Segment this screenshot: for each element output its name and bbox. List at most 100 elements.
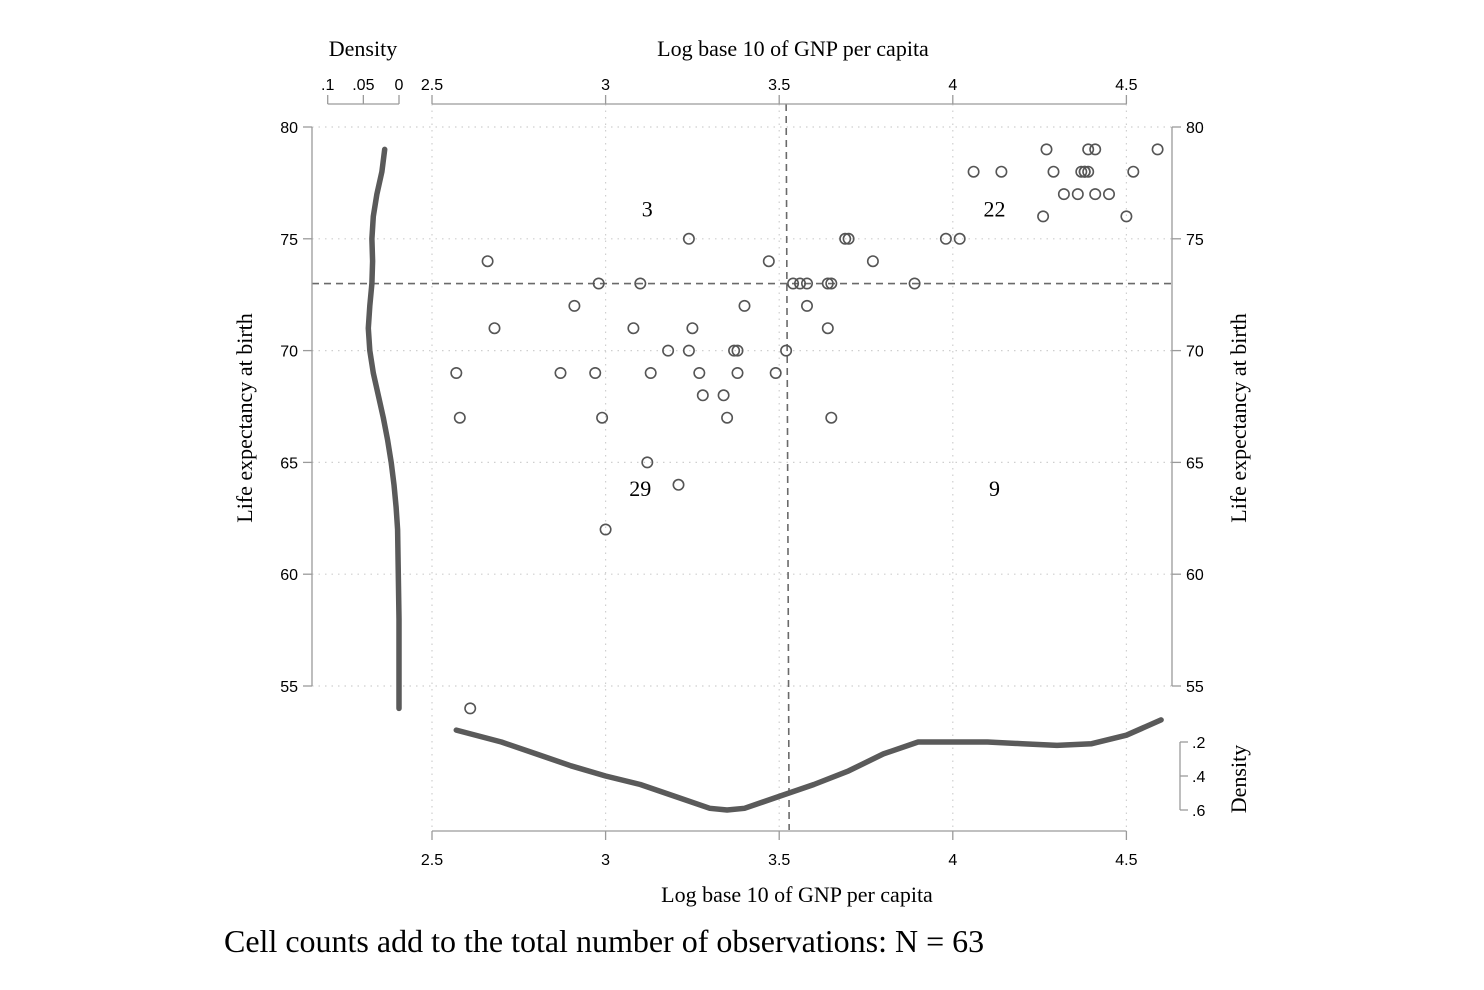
data-point — [995, 165, 1008, 178]
axes-layer: 2.5 3 3.5 4 4.5 2.5 3 3.5 4 4.5 .1 .05 0 55 60 65 70 75 80… — [280, 77, 1205, 869]
data-point — [589, 366, 602, 379]
top-x-tick-label: 4 — [948, 77, 957, 94]
density-curves — [365, 146, 1164, 813]
left-y-tick-label: 70 — [280, 344, 298, 361]
data-point — [453, 411, 466, 424]
data-point — [939, 232, 952, 245]
data-point — [682, 232, 695, 245]
data-point — [1082, 143, 1095, 156]
data-point — [693, 366, 706, 379]
data-point — [866, 255, 879, 268]
data-point — [450, 366, 463, 379]
left-y-tick-label: 60 — [280, 567, 298, 584]
data-point — [662, 344, 675, 357]
labels-layer: Density Log base 10 of GNP per capita Lo… — [224, 36, 1251, 959]
data-point — [1120, 210, 1133, 223]
data-point — [672, 478, 685, 491]
data-point — [793, 277, 806, 290]
top-axis-title: Log base 10 of GNP per capita — [657, 36, 929, 61]
data-point — [762, 255, 775, 268]
right-density-title: Density — [1226, 745, 1251, 813]
right-y-tick-label: 65 — [1186, 455, 1204, 472]
bottom-x-tick-label: 3 — [601, 852, 610, 869]
top-density-tick-label: .05 — [352, 77, 374, 94]
data-point — [1089, 188, 1102, 201]
data-point — [731, 366, 744, 379]
caption: Cell counts add to the total number of o… — [224, 923, 984, 959]
data-point — [1057, 188, 1070, 201]
data-point — [1103, 188, 1116, 201]
data-point — [682, 344, 695, 357]
data-point — [568, 299, 581, 312]
data-point — [481, 255, 494, 268]
data-point — [1071, 188, 1084, 201]
top-x-tick-label: 4.5 — [1115, 77, 1137, 94]
data-point — [464, 702, 477, 715]
top-density-tick-label: 0 — [395, 77, 404, 94]
data-points — [450, 143, 1164, 715]
data-point — [825, 411, 838, 424]
bottom-x-tick-label: 4 — [948, 852, 957, 869]
top-x-tick-label: 3 — [601, 77, 610, 94]
data-point — [686, 322, 699, 335]
data-point — [967, 165, 980, 178]
x-marginal-density-curve — [453, 717, 1164, 813]
data-point — [1078, 165, 1091, 178]
data-point — [488, 322, 501, 335]
data-point — [696, 389, 709, 402]
y-marginal-density-curve — [365, 146, 402, 712]
data-point — [825, 277, 838, 290]
bottom-x-tick-label: 3.5 — [768, 852, 790, 869]
data-point — [717, 389, 730, 402]
cell-count-label: 3 — [642, 196, 653, 221]
data-point — [821, 277, 834, 290]
data-point — [1151, 143, 1164, 156]
left-y-tick-label: 65 — [280, 455, 298, 472]
left-y-tick-label: 80 — [280, 120, 298, 137]
data-point — [1089, 143, 1102, 156]
right-y-tick-label: 70 — [1186, 344, 1204, 361]
right-y-tick-label: 55 — [1186, 679, 1204, 696]
data-point — [644, 366, 657, 379]
data-point — [721, 411, 734, 424]
bottom-x-tick-label: 4.5 — [1115, 852, 1137, 869]
bottom-x-tick-label: 2.5 — [421, 852, 443, 869]
data-point — [1047, 165, 1060, 178]
data-point — [842, 232, 855, 245]
data-point — [641, 456, 654, 469]
data-point — [1037, 210, 1050, 223]
cell-count-label: 9 — [989, 476, 1000, 501]
right-y-tick-label: 80 — [1186, 120, 1204, 137]
data-point — [554, 366, 567, 379]
data-point — [728, 344, 741, 357]
data-point — [596, 411, 609, 424]
left-y-tick-label: 75 — [280, 232, 298, 249]
top-density-title: Density — [329, 36, 397, 61]
x-reference-line — [785, 103, 790, 831]
right-density-tick-label: .2 — [1192, 735, 1205, 752]
grid-layer — [312, 104, 1172, 830]
data-point — [738, 299, 751, 312]
data-point — [592, 277, 605, 290]
data-point — [839, 232, 852, 245]
data-point — [821, 322, 834, 335]
bottom-axis-title: Log base 10 of GNP per capita — [661, 882, 933, 907]
data-point — [627, 322, 640, 335]
top-x-tick-label: 2.5 — [421, 77, 443, 94]
data-point — [1127, 165, 1140, 178]
right-axis-title: Life expectancy at birth — [1226, 313, 1251, 523]
data-point — [800, 277, 813, 290]
data-point — [599, 523, 612, 536]
data-point — [953, 232, 966, 245]
reference-lines — [312, 103, 1172, 831]
right-density-tick-label: .4 — [1192, 769, 1205, 786]
cell-count-label: 22 — [984, 196, 1006, 221]
cell-count-label: 29 — [629, 476, 651, 501]
left-axis-title: Life expectancy at birth — [232, 313, 257, 523]
data-point — [908, 277, 921, 290]
left-y-tick-label: 55 — [280, 679, 298, 696]
top-density-tick-label: .1 — [321, 77, 334, 94]
data-point — [769, 366, 782, 379]
right-y-tick-label: 60 — [1186, 567, 1204, 584]
